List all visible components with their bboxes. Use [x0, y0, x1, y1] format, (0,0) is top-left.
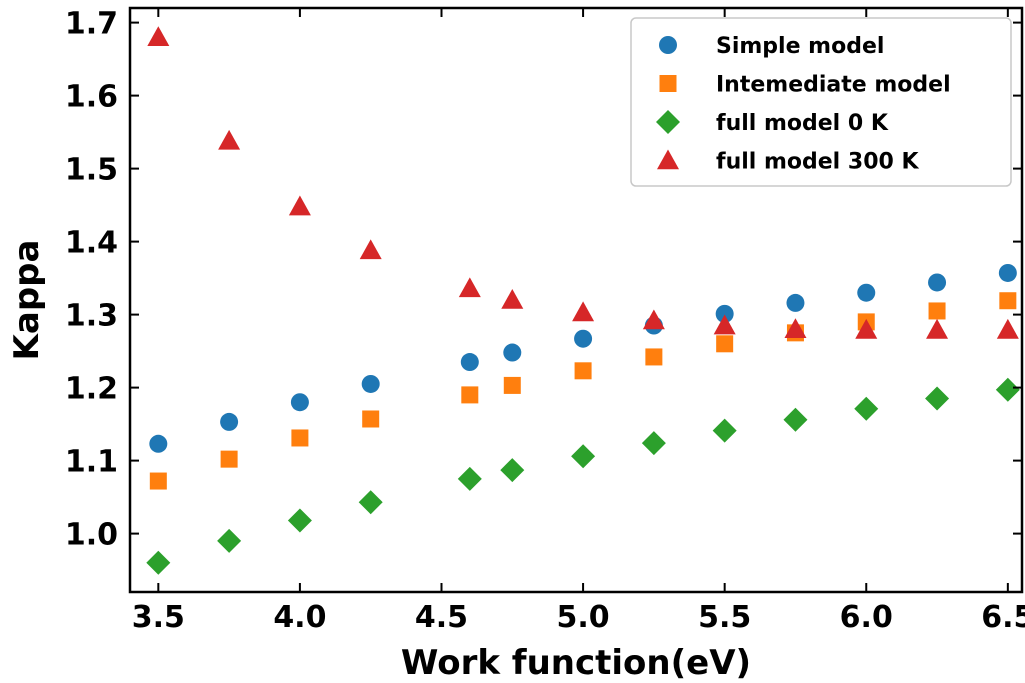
data-point	[460, 353, 479, 372]
data-point	[218, 129, 241, 150]
data-point	[784, 318, 807, 338]
data-point	[361, 374, 380, 393]
data-point	[146, 550, 171, 575]
legend-label: Intemediate model	[716, 73, 951, 98]
data-point	[220, 450, 238, 468]
data-point	[713, 314, 736, 335]
data-point	[149, 434, 168, 453]
legend: Simple model Intemediate model full model …	[630, 17, 1012, 187]
y-tick-label: 1.0	[65, 518, 118, 553]
data-point	[458, 277, 481, 298]
y-tick-label: 1.5	[65, 153, 118, 188]
y-tick-label: 1.1	[65, 445, 118, 480]
data-point	[854, 396, 879, 421]
data-point	[359, 239, 382, 260]
data-point	[500, 458, 525, 483]
legend-label: Simple model	[716, 34, 884, 59]
data-marks	[146, 26, 1020, 575]
data-point	[571, 444, 596, 469]
legend-marker	[659, 75, 677, 92]
data-point	[928, 273, 947, 292]
data-point	[786, 293, 805, 312]
y-tick-label: 1.7	[65, 7, 118, 42]
x-tick-label: 5.0	[557, 600, 610, 635]
x-tick-label: 4.0	[273, 600, 326, 635]
y-tick-label: 1.6	[65, 80, 118, 115]
legend-box	[630, 17, 1012, 187]
y-axis-label: Kappa	[7, 240, 47, 361]
x-axis-label: Work function(eV)	[401, 643, 751, 683]
data-point	[999, 292, 1017, 310]
data-point	[998, 263, 1017, 282]
axis-ticks: 3.5 4.0 4.5 5.0 5.5 6.0 6.5 1.0 1.1 1.2 1.3 1.4 1.5 1…	[65, 7, 1025, 635]
data-point	[645, 348, 663, 366]
data-point	[287, 508, 312, 533]
data-point	[362, 410, 380, 428]
data-point	[716, 335, 734, 353]
data-point	[928, 302, 946, 320]
y-tick-label: 1.4	[65, 226, 118, 261]
series-0	[149, 263, 1017, 453]
data-point	[503, 376, 521, 394]
legend-label: full model 300 K	[716, 150, 919, 175]
x-tick-label: 4.5	[415, 600, 468, 635]
data-point	[715, 304, 734, 323]
data-point	[217, 528, 242, 553]
data-point	[996, 318, 1019, 339]
x-tick-label: 5.5	[698, 600, 751, 635]
data-point	[857, 283, 876, 302]
data-point	[641, 431, 666, 456]
data-point	[572, 301, 595, 322]
data-point	[926, 318, 949, 339]
x-tick-label: 6.0	[840, 600, 893, 635]
legend-marker	[659, 36, 677, 54]
data-point	[642, 309, 665, 330]
data-point	[574, 362, 592, 380]
series-3	[147, 26, 1019, 339]
data-point	[147, 26, 170, 46]
data-point	[457, 466, 482, 491]
y-tick-label: 1.2	[65, 372, 118, 407]
data-point	[220, 412, 239, 431]
plot-frame	[128, 6, 1024, 594]
data-point	[149, 472, 167, 490]
series-2	[146, 377, 1020, 575]
data-point	[783, 407, 808, 432]
data-point	[461, 386, 479, 404]
x-tick-label: 3.5	[132, 600, 185, 635]
legend-label: full model 0 K	[716, 111, 889, 136]
data-point	[503, 343, 522, 362]
data-point	[574, 329, 593, 348]
data-point	[925, 386, 950, 411]
data-point	[995, 377, 1020, 402]
legend-marker	[656, 110, 680, 134]
legend-marker	[657, 149, 679, 170]
y-tick-label: 1.3	[65, 299, 118, 334]
data-point	[288, 195, 311, 216]
data-point	[501, 289, 524, 309]
data-point	[358, 490, 383, 515]
data-point	[291, 429, 309, 447]
data-point	[712, 418, 737, 443]
data-point	[855, 318, 878, 339]
x-tick-label: 6.5	[981, 600, 1025, 635]
data-point	[290, 393, 309, 412]
